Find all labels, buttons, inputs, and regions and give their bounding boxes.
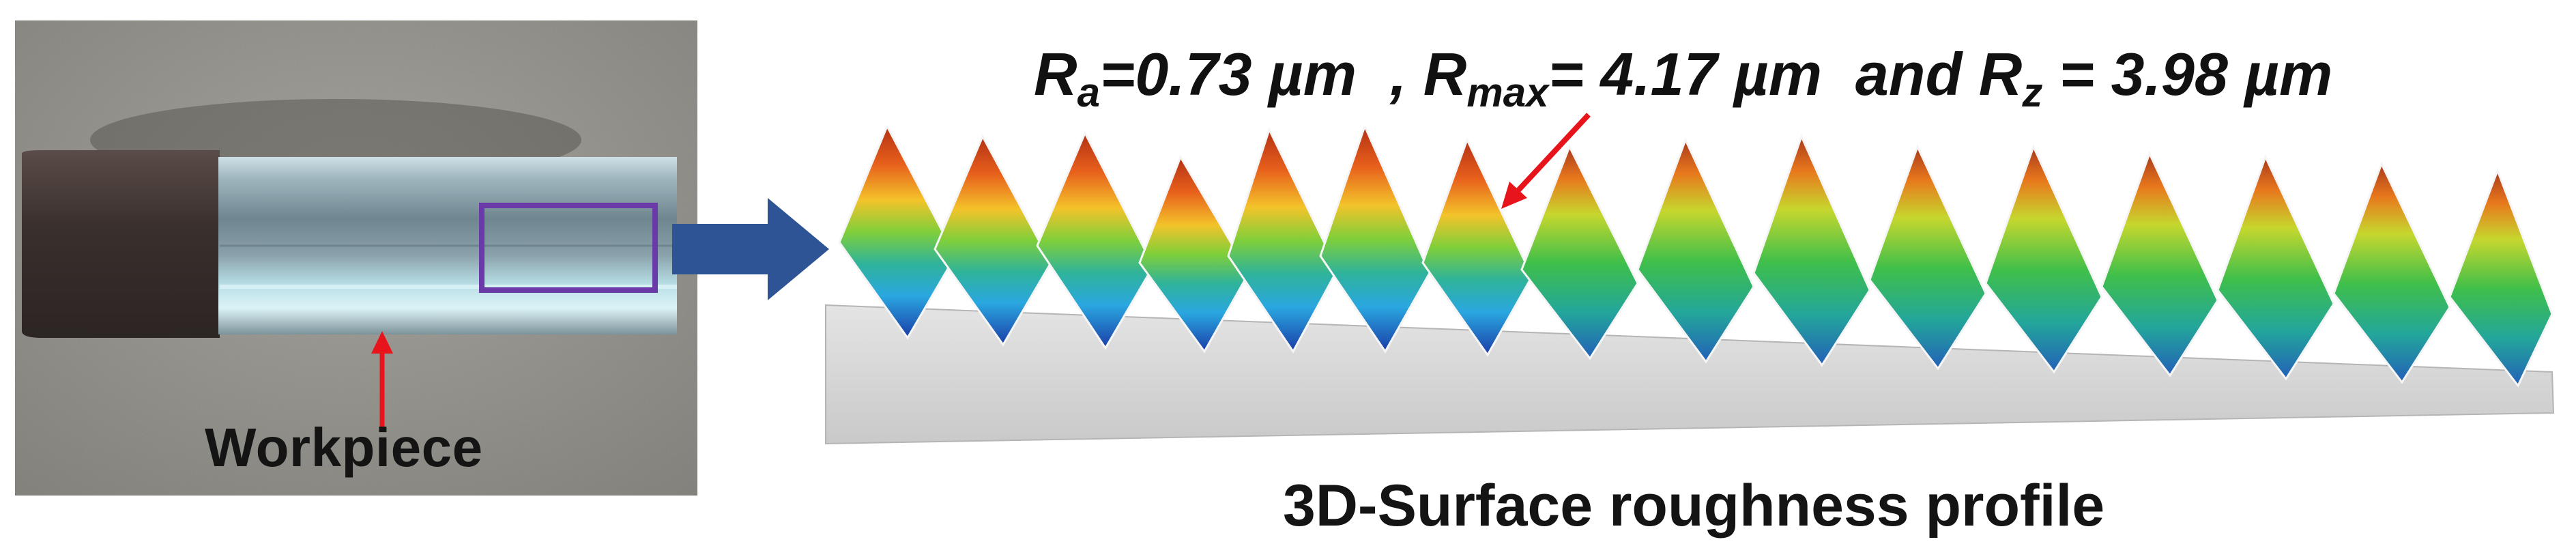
workpiece-photo: [15, 20, 697, 496]
workpiece-dark-end: [22, 150, 220, 338]
ra-subscript: a: [1077, 69, 1100, 115]
profile-peaks: [838, 126, 2553, 388]
rz-symbol: R: [1978, 40, 2023, 108]
rmax-value: = 4.17 µm: [1548, 40, 1822, 108]
surface-roughness-profile: [825, 126, 2555, 445]
profile-caption: 3D-Surface roughness profile: [1283, 473, 2105, 539]
rmax-symbol: R: [1423, 40, 1467, 108]
ra-value: =0.73 µm: [1099, 40, 1357, 108]
selected-region-box: [479, 203, 658, 293]
and-text: and: [1821, 40, 1979, 108]
ra-symbol: R: [1034, 40, 1077, 108]
rz-value: = 3.98 µm: [2042, 40, 2333, 108]
big-right-arrow: [672, 198, 829, 300]
workpiece-label: Workpiece: [205, 417, 483, 478]
roughness-values: Ra=0.73 µm , Rmax= 4.17 µm and Rz = 3.98…: [1034, 40, 2333, 113]
separator: ,: [1357, 40, 1423, 108]
rmax-subscript: max: [1466, 69, 1549, 115]
rz-subscript: z: [2022, 69, 2043, 115]
